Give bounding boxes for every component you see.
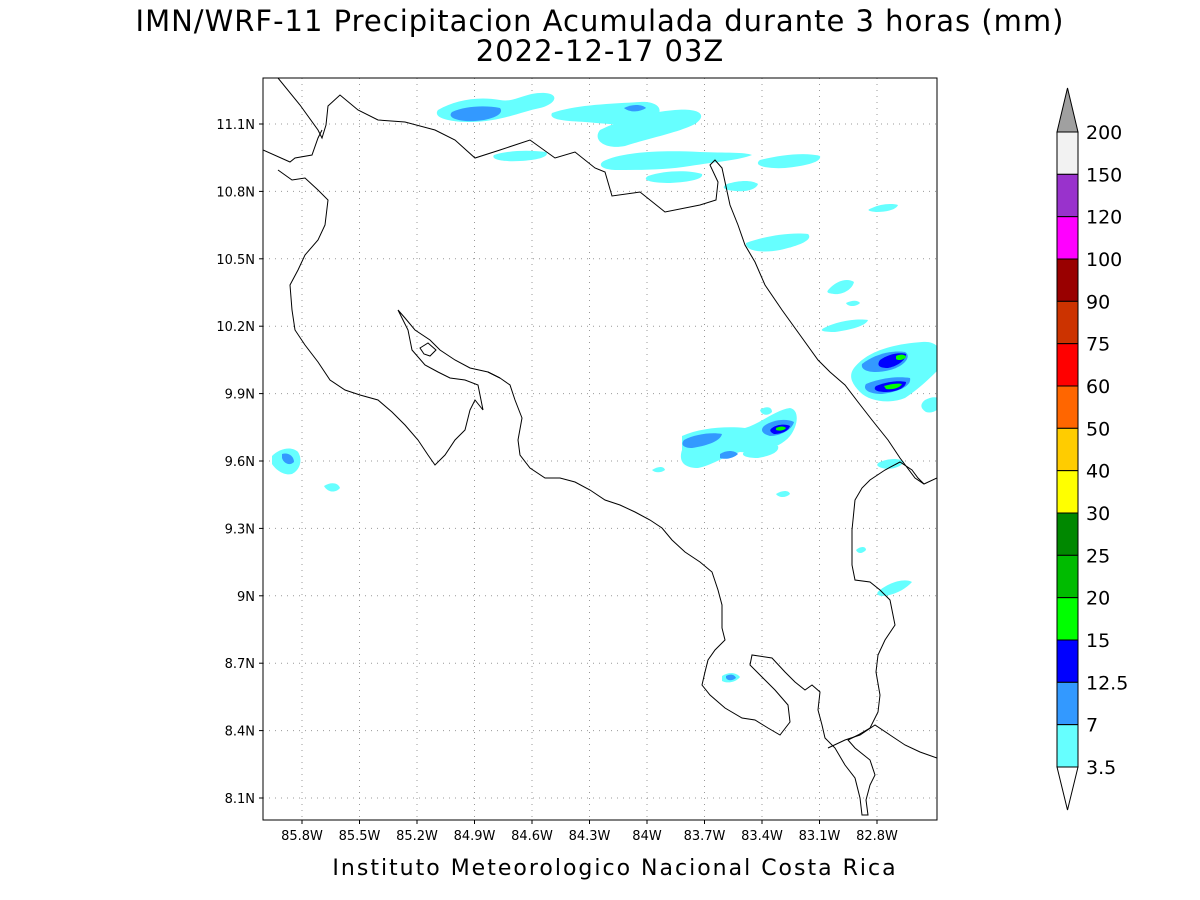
axis-ticks: 11.1N 10.8N 10.5N 10.2N 9.9N 9.6N 9.3N 9N 8.7N 8.… (216, 118, 898, 844)
colorbar-box (1056, 216, 1079, 260)
precip-intense (776, 354, 906, 431)
nicoya-peninsula-coast (277, 169, 501, 466)
precip-light (272, 92, 937, 683)
colorbar-label: 25 (1086, 545, 1110, 567)
colorbar: 200 150 120 100 90 75 60 50 40 30 25 20 15 12.5 7 3.5 (1056, 87, 1128, 811)
precipitation-layer (272, 92, 937, 683)
colorbar-box (1056, 385, 1079, 429)
lon-tick-label: 85.2W (396, 829, 438, 844)
colorbar-label: 40 (1086, 461, 1110, 483)
lon-tick-label: 84.6W (511, 829, 553, 844)
colorbar-top-arrow (1056, 87, 1079, 133)
central-pacific-coast (487, 371, 925, 816)
colorbar-box (1056, 512, 1079, 556)
lat-tick-label: 9.6N (225, 455, 255, 470)
colorbar-box (1056, 554, 1079, 599)
colorbar-label: 150 (1086, 164, 1122, 186)
lon-tick-label: 83.7W (684, 829, 726, 844)
colorbar-box (1056, 343, 1079, 387)
lon-tick-label: 82.8W (856, 829, 898, 844)
lon-tick-label: 84.9W (454, 829, 496, 844)
plot-frame (262, 77, 938, 821)
colorbar-label: 120 (1086, 207, 1122, 229)
lon-tick-label: 83.4W (741, 829, 783, 844)
colorbar-label: 200 (1086, 122, 1122, 144)
colorbar-label: 75 (1086, 334, 1110, 356)
lat-tick-label: 10.5N (216, 253, 255, 268)
colorbar-bottom-arrow (1056, 766, 1079, 811)
colorbar-box (1056, 173, 1079, 218)
colorbar-label: 15 (1086, 630, 1110, 652)
colorbar-label: 50 (1086, 418, 1110, 440)
colorbar-label: 20 (1086, 588, 1110, 610)
lat-tick-label: 8.7N (225, 657, 255, 672)
map-datetime: 2022-12-17 03Z (475, 34, 725, 68)
colorbar-label: 90 (1086, 291, 1110, 313)
colorbar-box (1056, 258, 1079, 302)
lat-tick-label: 8.1N (225, 792, 255, 807)
lat-tick-label: 10.8N (216, 185, 255, 200)
colorbar-box (1056, 724, 1079, 768)
colorbar-box (1056, 681, 1079, 726)
panama-border (827, 724, 937, 759)
lat-tick-label: 8.4N (225, 725, 255, 740)
colorbar-box (1056, 427, 1079, 472)
colorbar-label: 30 (1086, 503, 1110, 525)
colorbar-box (1056, 639, 1079, 683)
colorbar-label: 60 (1086, 376, 1110, 398)
colorbar-label: 12.5 (1086, 672, 1128, 694)
colorbar-box (1056, 300, 1079, 345)
lat-tick-label: 10.2N (216, 320, 255, 335)
lat-tick-label: 11.1N (216, 118, 255, 133)
lat-lon-grid (263, 78, 937, 820)
lat-tick-label: 9.9N (225, 388, 255, 403)
lon-tick-label: 84.3W (569, 829, 611, 844)
lat-tick-label: 9.3N (225, 522, 255, 537)
costa-rica-pacific-coast (277, 78, 937, 485)
lon-tick-label: 84W (632, 829, 662, 844)
colorbar-label: 7 (1086, 715, 1098, 737)
coastlines-and-borders (263, 78, 937, 816)
colorbar-box (1056, 131, 1079, 175)
lon-tick-label: 85.8W (281, 829, 323, 844)
map-title: IMN/WRF-11 Precipitacion Acumulada duran… (135, 4, 1065, 38)
lon-tick-label: 85.5W (339, 829, 381, 844)
nicaragua-border-north (263, 129, 323, 163)
colorbar-label: 100 (1086, 249, 1122, 271)
nicoya-gulf-island (419, 342, 437, 357)
credit-line: Instituto Meteorologico Nacional Costa R… (332, 856, 898, 881)
colorbar-label: 3.5 (1086, 757, 1116, 779)
lat-tick-label: 9N (237, 590, 255, 605)
lon-tick-label: 83.1W (799, 829, 841, 844)
colorbar-box (1056, 597, 1079, 641)
colorbar-box (1056, 470, 1079, 514)
